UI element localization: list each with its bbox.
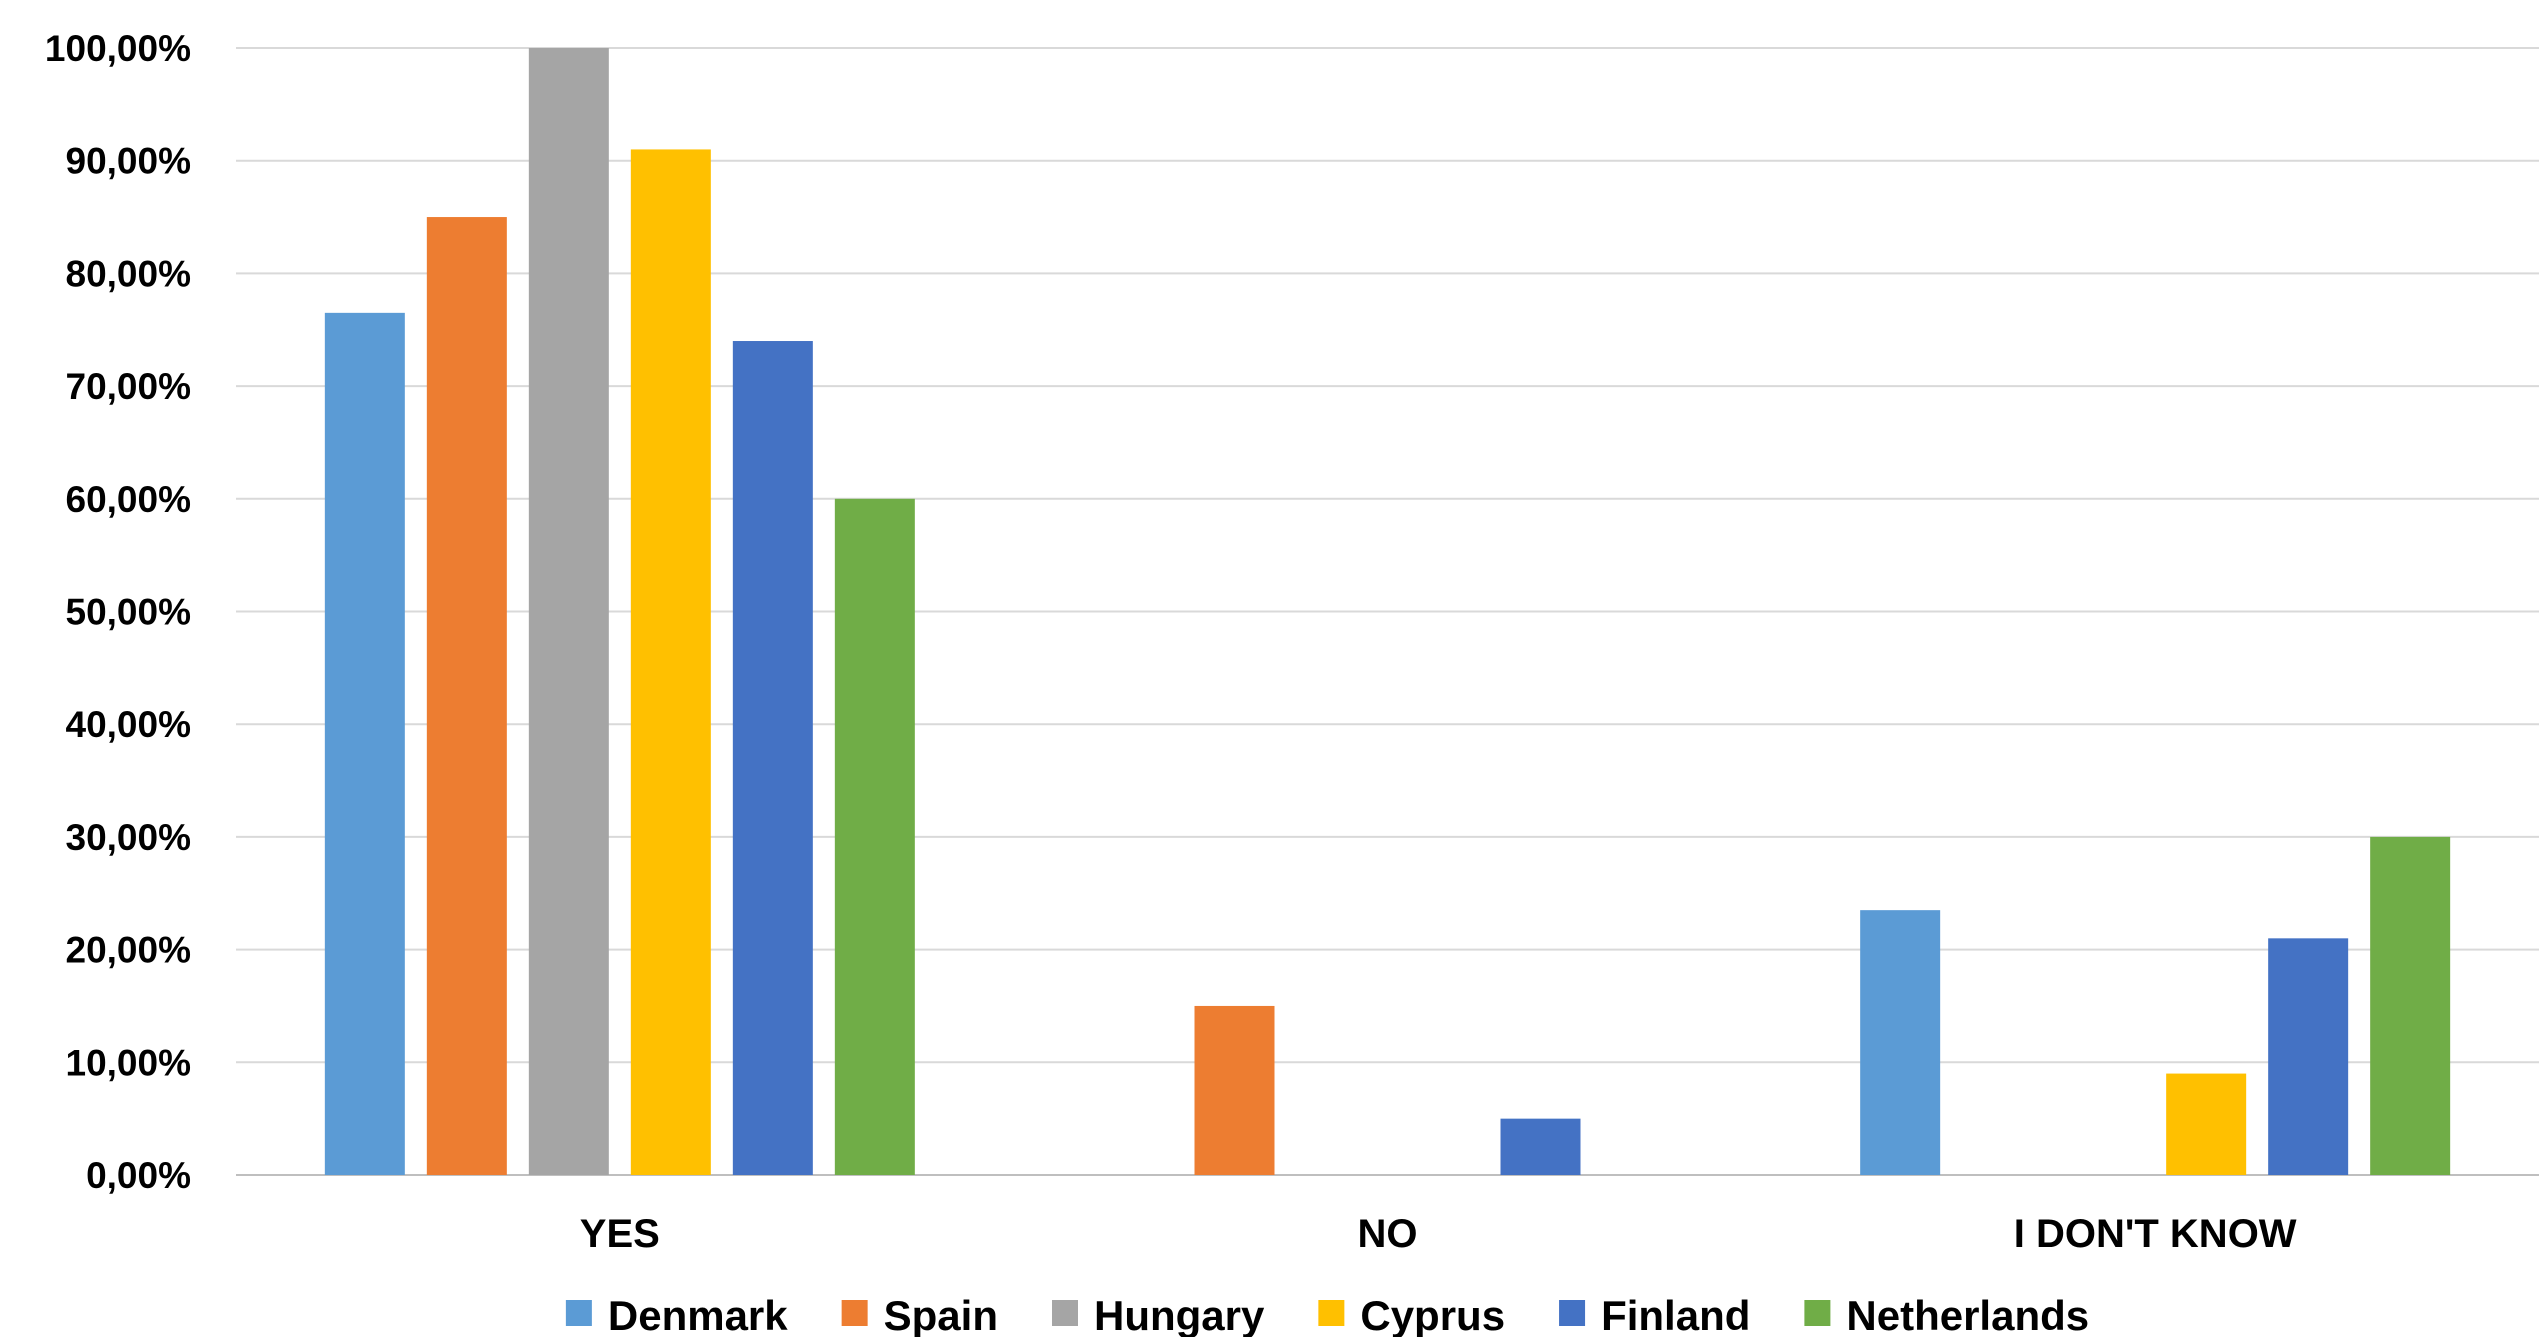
y-tick-label: 100,00% bbox=[45, 28, 191, 69]
legend-label: Cyprus bbox=[1360, 1292, 1505, 1337]
legend-label: Denmark bbox=[608, 1292, 788, 1337]
legend-swatch-spain bbox=[841, 1300, 868, 1326]
bar-spain-no bbox=[1194, 1005, 1275, 1175]
legend-swatch-denmark bbox=[565, 1300, 592, 1326]
bar-cyprus-i-don-t-know bbox=[2166, 1073, 2247, 1175]
bar-spain-yes bbox=[426, 217, 507, 1176]
bar-finland-no bbox=[1500, 1118, 1581, 1175]
y-tick-label: 80,00% bbox=[66, 253, 192, 294]
legend-swatch-netherlands bbox=[1804, 1300, 1831, 1326]
x-category-label: NO bbox=[1358, 1212, 1418, 1256]
y-tick-label: 20,00% bbox=[66, 930, 192, 971]
legend-swatch-finland bbox=[1559, 1300, 1586, 1326]
legend-label: Spain bbox=[884, 1292, 998, 1337]
x-category-label: I DON'T KNOW bbox=[2014, 1212, 2297, 1256]
y-tick-label: 10,00% bbox=[66, 1042, 192, 1083]
bar-finland-yes bbox=[732, 341, 813, 1175]
bar-hungary-yes bbox=[528, 48, 609, 1175]
x-category-label: YES bbox=[580, 1212, 660, 1256]
bar-finland-i-don-t-know bbox=[2268, 938, 2349, 1175]
legend-label: Netherlands bbox=[1846, 1292, 2089, 1337]
bar-denmark-i-don-t-know bbox=[1860, 910, 1941, 1175]
y-tick-label: 30,00% bbox=[66, 817, 192, 858]
y-tick-label: 60,00% bbox=[66, 479, 192, 520]
y-tick-label: 90,00% bbox=[66, 141, 192, 182]
legend-swatch-hungary bbox=[1052, 1300, 1078, 1326]
legend-label: Hungary bbox=[1094, 1292, 1265, 1337]
bar-netherlands-yes bbox=[834, 498, 915, 1175]
y-tick-label: 0,00% bbox=[86, 1155, 191, 1196]
legend-label: Finland bbox=[1601, 1292, 1750, 1337]
bar-cyprus-yes bbox=[630, 149, 711, 1176]
gridlines bbox=[236, 47, 2539, 1176]
bars bbox=[324, 48, 2451, 1176]
y-tick-label: 40,00% bbox=[66, 704, 192, 745]
bar-netherlands-i-don-t-know bbox=[2370, 836, 2451, 1175]
x-axis-categories: YES NO I DON'T KNOW bbox=[580, 1212, 2297, 1256]
legend-swatch-cyprus bbox=[1318, 1300, 1345, 1326]
bar-denmark-yes bbox=[324, 312, 405, 1176]
y-tick-label: 70,00% bbox=[66, 366, 192, 407]
y-tick-label: 50,00% bbox=[66, 592, 192, 633]
legend: Denmark Spain Hungary Cyprus Finland Netherla… bbox=[565, 1292, 2089, 1337]
y-axis-ticks: 0,00% 10,00% 20,00% 30,00% 40,00% 50,00% 60,00… bbox=[45, 28, 191, 1196]
